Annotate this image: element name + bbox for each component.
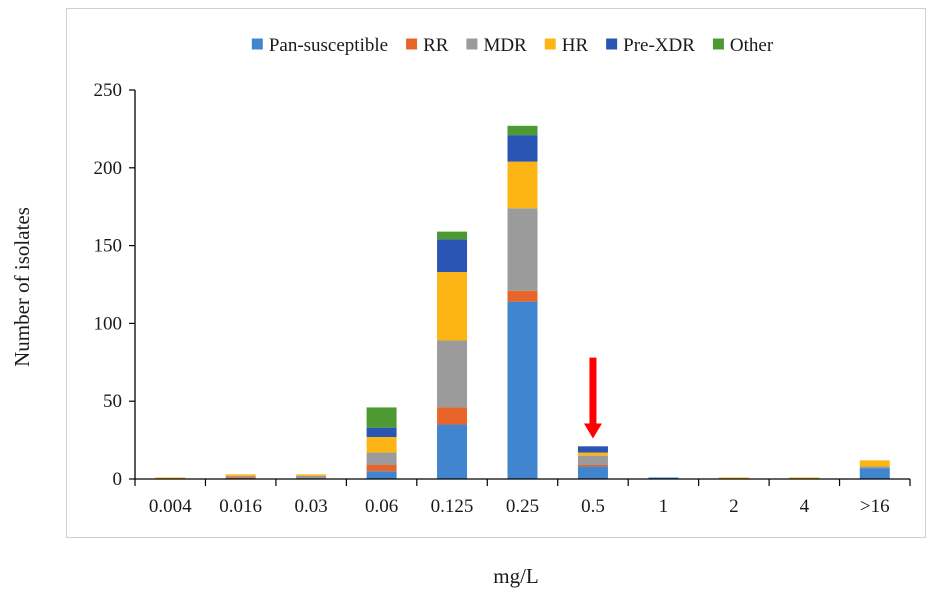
y-axis-title: Number of isolates [10, 207, 34, 367]
legend-label: Other [730, 35, 774, 56]
bar-segment [577, 452, 608, 456]
bar-segment [648, 477, 679, 479]
bar-segment [366, 436, 397, 453]
bar-segment [718, 477, 749, 479]
bar-segment [437, 340, 468, 408]
legend-swatch [606, 38, 618, 50]
y-tick-label: 0 [113, 469, 123, 490]
bar-segment [507, 301, 538, 479]
x-tick-label: 4 [800, 496, 810, 517]
chart-frame [66, 8, 926, 538]
x-tick-label: 0.016 [219, 496, 262, 517]
bar-segment [366, 452, 397, 465]
y-tick-label: 200 [94, 158, 123, 179]
x-tick-label: 0.5 [581, 496, 605, 517]
bar-segment [155, 477, 186, 479]
bar-segment [437, 407, 468, 425]
legend-label: HR [562, 35, 589, 56]
legend-swatch [466, 38, 478, 50]
x-tick-label: 0.125 [431, 496, 474, 517]
x-tick-label: 1 [659, 496, 669, 517]
legend-label: MDR [483, 35, 527, 56]
bar-segment [577, 466, 608, 479]
y-tick-label: 50 [103, 391, 122, 412]
bar-segment [789, 477, 820, 479]
bar-segment [437, 231, 468, 240]
legend-label: Pan-susceptible [269, 35, 388, 56]
x-tick-label: 2 [729, 496, 739, 517]
legend-swatch [406, 38, 418, 50]
bar-segment [507, 161, 538, 209]
bar-segment [859, 466, 890, 469]
bar-segment [577, 446, 608, 453]
bar-segment [507, 135, 538, 162]
bar-segment [296, 475, 327, 479]
legend-swatch [712, 38, 724, 50]
bar-segment [225, 475, 256, 478]
bar-segment [225, 474, 256, 476]
x-tick-label: 0.06 [365, 496, 398, 517]
bar-segment [507, 208, 538, 291]
y-tick-label: 100 [94, 313, 123, 334]
bar-segment [859, 460, 890, 467]
legend-swatch [251, 38, 263, 50]
bar-segment [577, 455, 608, 465]
legend-label: Pre-XDR [623, 35, 695, 56]
legend-swatch [544, 38, 556, 50]
x-tick-label: 0.004 [149, 496, 192, 517]
bar-segment [366, 407, 397, 428]
bar-segment [366, 471, 397, 479]
bar-segment [507, 125, 538, 136]
bar-segment [437, 272, 468, 341]
bar-segment [366, 427, 397, 437]
bar-segment [507, 290, 538, 302]
x-tick-label: >16 [860, 496, 890, 517]
axes-group: 0 50 100 150 200 250 0.004 0.016 0.03 0.06 0.125 0.… [94, 80, 911, 517]
y-tick-label: 150 [94, 236, 123, 257]
annotations-group [583, 357, 602, 439]
red-arrow-annotation [583, 357, 602, 439]
bar-segment [577, 464, 608, 467]
bar-segment [437, 239, 468, 273]
x-axis-title: mg/L [493, 564, 539, 588]
bar-segment [859, 468, 890, 479]
x-tick-label: 0.25 [506, 496, 539, 517]
y-tick-label: 250 [94, 80, 123, 101]
bar-segment [296, 474, 327, 476]
bar-segment [437, 424, 468, 479]
bar-segment [366, 464, 397, 472]
bars-group [155, 125, 890, 479]
bar-segment [225, 477, 256, 479]
x-tick-label: 0.03 [295, 496, 328, 517]
legend: Pan-susceptible RR MDR HR Pre-XDR Other [251, 35, 774, 56]
legend-label: RR [423, 35, 449, 56]
